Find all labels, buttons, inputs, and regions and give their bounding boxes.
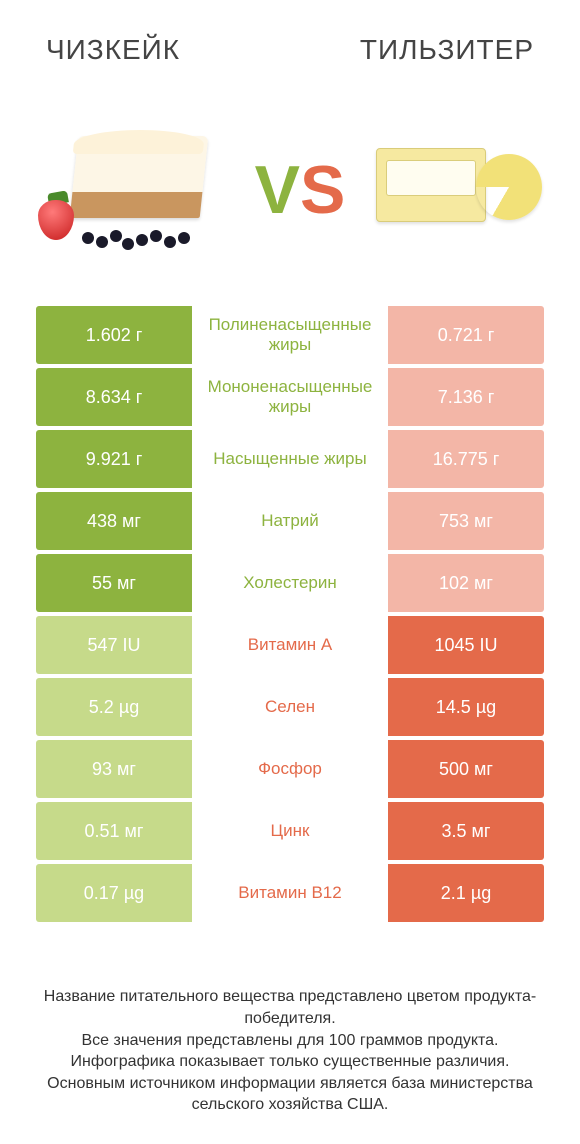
right-value: 16.775 г — [388, 430, 544, 488]
footnote-line: Название питательного вещества представл… — [28, 986, 552, 1029]
nutrient-label: Насыщенные жиры — [192, 430, 388, 488]
right-value: 0.721 г — [388, 306, 544, 364]
nutrient-label: Витамин B12 — [192, 864, 388, 922]
left-value: 547 IU — [36, 616, 192, 674]
nutrition-table: 1.602 гПолиненасыщенные жиры0.721 г8.634… — [0, 306, 580, 922]
right-value: 500 мг — [388, 740, 544, 798]
right-value: 2.1 µg — [388, 864, 544, 922]
nutrient-label: Селен — [192, 678, 388, 736]
vs-label: VS — [255, 156, 346, 224]
left-value: 1.602 г — [36, 306, 192, 364]
table-row: 547 IUВитамин A1045 IU — [36, 616, 544, 674]
hero-row: VS — [0, 66, 580, 306]
table-row: 0.51 мгЦинк3.5 мг — [36, 802, 544, 860]
left-value: 93 мг — [36, 740, 192, 798]
table-row: 1.602 гПолиненасыщенные жиры0.721 г — [36, 306, 544, 364]
title-right: ТИЛЬЗИТЕР — [360, 34, 534, 66]
footnote: Название питательного вещества представл… — [0, 986, 580, 1116]
left-value: 0.17 µg — [36, 864, 192, 922]
table-row: 93 мгФосфор500 мг — [36, 740, 544, 798]
table-row: 9.921 гНасыщенные жиры16.775 г — [36, 430, 544, 488]
right-value: 14.5 µg — [388, 678, 544, 736]
nutrient-label: Полиненасыщенные жиры — [192, 306, 388, 364]
nutrient-label: Витамин A — [192, 616, 388, 674]
footnote-line: Основным источником информации является … — [28, 1073, 552, 1116]
nutrient-label: Цинк — [192, 802, 388, 860]
nutrient-label: Фосфор — [192, 740, 388, 798]
vs-v: V — [255, 152, 300, 228]
header: ЧИЗКЕЙК ТИЛЬЗИТЕР — [0, 0, 580, 66]
left-value: 5.2 µg — [36, 678, 192, 736]
nutrient-label: Мононенасыщенные жиры — [192, 368, 388, 426]
tilsiter-cheese-icon — [376, 140, 536, 240]
right-value: 3.5 мг — [388, 802, 544, 860]
cheesecake-icon — [44, 130, 224, 250]
right-value: 753 мг — [388, 492, 544, 550]
table-row: 5.2 µgСелен14.5 µg — [36, 678, 544, 736]
title-left: ЧИЗКЕЙК — [46, 34, 180, 66]
footnote-line: Инфографика показывает только существенн… — [28, 1051, 552, 1073]
table-row: 438 мгНатрий753 мг — [36, 492, 544, 550]
nutrient-label: Натрий — [192, 492, 388, 550]
left-value: 8.634 г — [36, 368, 192, 426]
left-value: 0.51 мг — [36, 802, 192, 860]
left-value: 438 мг — [36, 492, 192, 550]
left-value: 55 мг — [36, 554, 192, 612]
footnote-line: Все значения представлены для 100 граммо… — [28, 1030, 552, 1052]
table-row: 8.634 гМононенасыщенные жиры7.136 г — [36, 368, 544, 426]
table-row: 55 мгХолестерин102 мг — [36, 554, 544, 612]
right-value: 1045 IU — [388, 616, 544, 674]
right-value: 102 мг — [388, 554, 544, 612]
table-row: 0.17 µgВитамин B122.1 µg — [36, 864, 544, 922]
right-value: 7.136 г — [388, 368, 544, 426]
left-value: 9.921 г — [36, 430, 192, 488]
vs-s: S — [300, 152, 345, 228]
nutrient-label: Холестерин — [192, 554, 388, 612]
